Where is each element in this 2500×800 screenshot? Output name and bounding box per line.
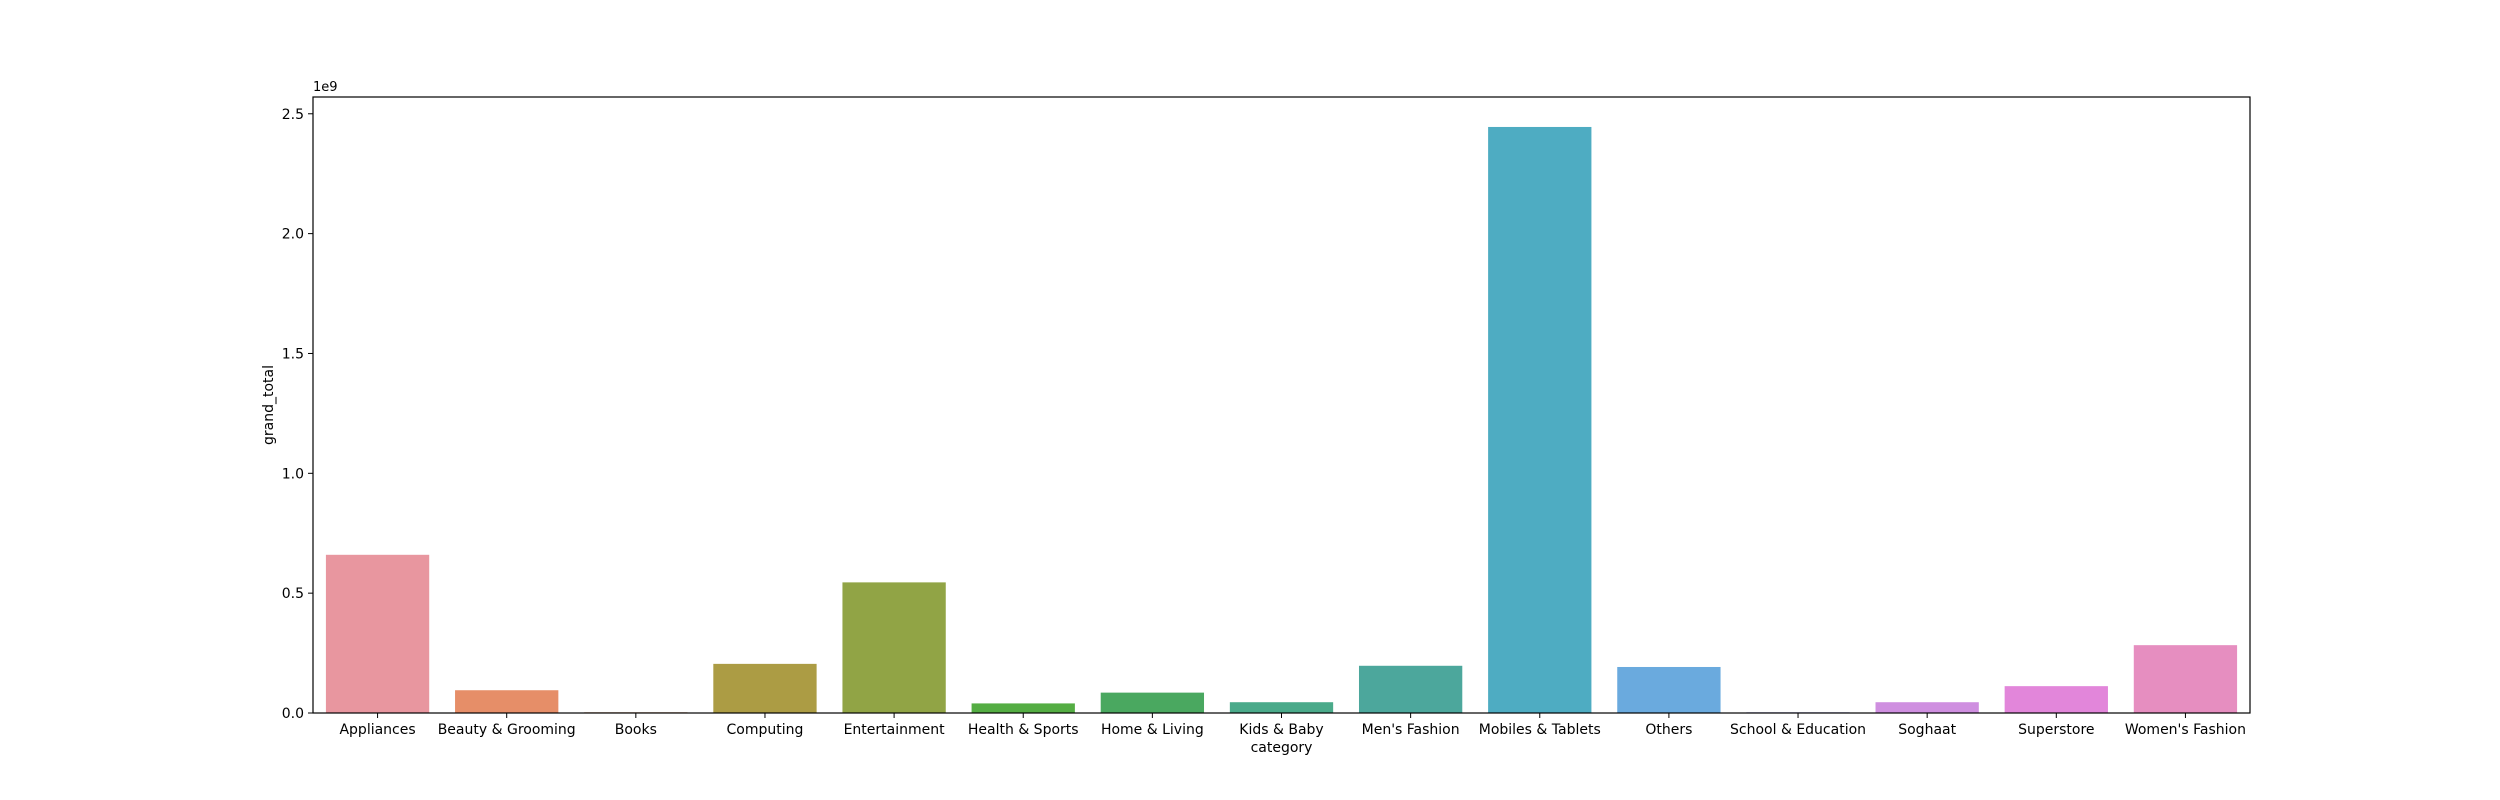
- x-tick-label: Women's Fashion: [2125, 722, 2246, 738]
- bar-0: [325, 554, 430, 713]
- bar-7: [1229, 702, 1334, 713]
- bar-8: [1358, 665, 1463, 713]
- x-tick-label: Books: [615, 722, 657, 738]
- y-tick-label: 0.5: [282, 586, 304, 602]
- x-tick-label: Entertainment: [844, 722, 946, 738]
- bars-group: [325, 126, 2238, 714]
- y-tick-label: 1.0: [282, 466, 304, 482]
- x-tick-label: Computing: [727, 722, 804, 738]
- x-tick-label: Men's Fashion: [1362, 722, 1460, 738]
- bar-12: [1875, 702, 1979, 713]
- y-tick-label: 1.5: [282, 346, 304, 362]
- bar-3: [713, 663, 817, 713]
- x-tick-label: Kids & Baby: [1239, 722, 1323, 738]
- y-ticks-group: 0.0 0.5 1.0 1.5 2.0 2.5: [282, 107, 313, 722]
- y-axis-label: grand_total: [261, 365, 277, 445]
- plot-frame: [312, 96, 2251, 714]
- x-tick-label: Mobiles & Tablets: [1479, 722, 1601, 738]
- x-tick-label: Beauty & Grooming: [438, 722, 576, 738]
- x-tick-label: School & Education: [1730, 722, 1866, 738]
- bar-1: [455, 690, 559, 713]
- bar-4: [842, 582, 946, 713]
- x-axis-label: category: [1251, 740, 1313, 756]
- y-tick-label: 2.0: [282, 227, 304, 243]
- bar-6: [1100, 692, 1205, 713]
- bar-10: [1617, 666, 1721, 713]
- x-tick-label: Home & Living: [1101, 722, 1204, 738]
- x-tick-label: Superstore: [2018, 722, 2094, 738]
- x-tick-label: Others: [1645, 722, 1692, 738]
- bar-5: [971, 703, 1075, 713]
- y-offset-label: 1e9: [313, 80, 338, 95]
- x-ticks-group: Appliances Beauty & Grooming Books Computin…: [339, 713, 2246, 738]
- y-tick-label: 2.5: [282, 107, 304, 123]
- bar-14: [2133, 645, 2238, 713]
- y-tick-label: 0.0: [282, 706, 304, 722]
- bar-13: [2004, 686, 2108, 713]
- x-tick-label: Health & Sports: [968, 722, 1079, 738]
- x-tick-label: Soghaat: [1898, 722, 1956, 738]
- bar-9: [1488, 126, 1592, 714]
- x-tick-label: Appliances: [339, 722, 415, 738]
